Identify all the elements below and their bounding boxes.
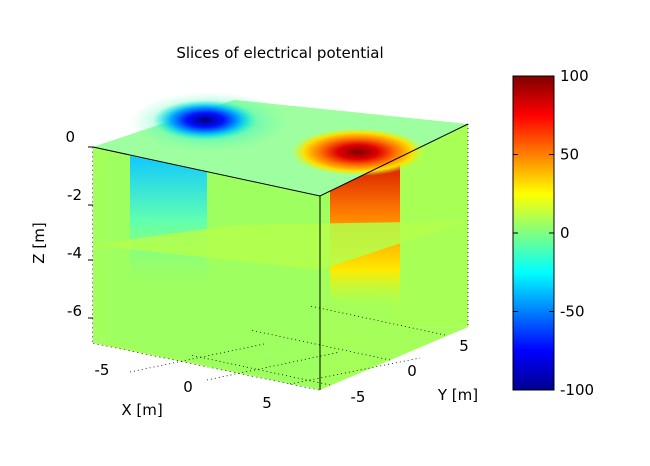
x-tick-label: 5 — [262, 394, 272, 412]
y-axis-title: Y [m] — [437, 386, 478, 404]
x-tick-label: 0 — [183, 378, 193, 396]
blue-column — [130, 156, 207, 300]
blue-source — [153, 100, 257, 140]
y-tick-label: 5 — [459, 337, 469, 355]
y-axis: -5 0 5 Y [m] — [351, 337, 479, 406]
colorbar-tick-label: -100 — [560, 381, 594, 399]
slice-z-middle — [93, 221, 468, 270]
plot-3d: 0 -2 -4 -6 Z [m] -5 0 5 X [m] -5 0 5 Y [… — [30, 92, 478, 419]
x-tick-label: -5 — [95, 361, 110, 379]
z-tick-label: -2 — [67, 186, 82, 204]
colorbar: 100 50 0 -50 -100 — [512, 67, 594, 399]
z-tick-label: -6 — [67, 302, 82, 320]
z-axis: 0 -2 -4 -6 Z [m] — [30, 128, 93, 320]
colorbar-tick-label: 0 — [560, 224, 570, 242]
x-axis: -5 0 5 X [m] — [95, 361, 272, 419]
z-tick-label: -4 — [67, 244, 82, 262]
colorbar-tick-label: 100 — [560, 67, 589, 85]
grid-lines — [129, 124, 469, 386]
x-axis-title: X [m] — [121, 401, 162, 419]
red-source — [290, 128, 426, 176]
colorbar-gradient — [512, 75, 555, 391]
z-tick-label: 0 — [65, 128, 75, 146]
y-tick-label: 0 — [407, 362, 417, 380]
colorbar-ticks: 100 50 0 -50 -100 — [513, 67, 594, 399]
chart-title: Slices of electrical potential — [176, 44, 383, 62]
colorbar-tick-label: 50 — [560, 146, 579, 164]
front-box-edges — [92, 123, 469, 390]
colorbar-tick-label: -50 — [560, 303, 585, 321]
z-axis-title: Z [m] — [30, 222, 48, 263]
y-tick-label: -5 — [351, 388, 366, 406]
